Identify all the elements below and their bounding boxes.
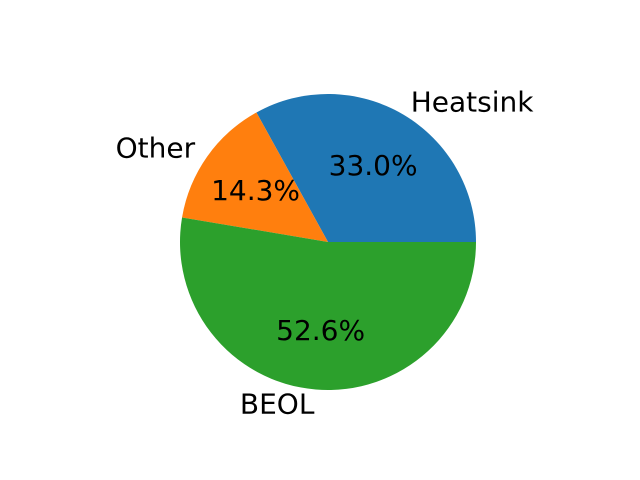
slice-percent-beol: 52.6% bbox=[276, 314, 365, 347]
pie-slice-other bbox=[182, 112, 328, 243]
slice-percent-heatsink: 33.0% bbox=[329, 149, 418, 182]
pie-labels: Heatsink 33.0% Other 14.3% BEOL 52.6% bbox=[116, 85, 535, 420]
pie-slice-heatsink bbox=[256, 94, 476, 242]
slice-label-other: Other bbox=[116, 131, 196, 164]
slice-label-beol: BEOL bbox=[240, 388, 315, 421]
slice-label-heatsink: Heatsink bbox=[411, 85, 535, 118]
pie-slice-beol bbox=[180, 217, 477, 390]
pie-slices bbox=[180, 94, 477, 390]
slice-percent-other: 14.3% bbox=[211, 174, 300, 207]
